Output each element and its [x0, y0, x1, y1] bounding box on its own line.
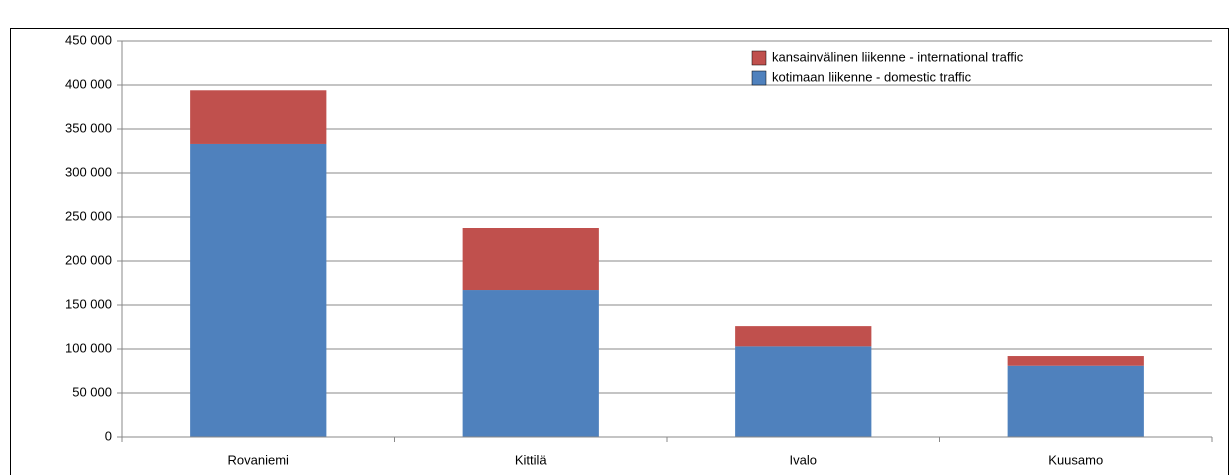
y-tick-label: 0 [105, 428, 112, 443]
legend-swatch [751, 50, 767, 66]
y-tick-label: 200 000 [65, 252, 112, 267]
bar-segment [190, 90, 327, 144]
y-tick-label: 400 000 [65, 76, 112, 91]
y-tick-label: 250 000 [65, 208, 112, 223]
bar-segment [462, 228, 599, 291]
y-tick-label: 300 000 [65, 164, 112, 179]
x-tick-label: Ivalo [790, 452, 817, 467]
y-tick-label: 350 000 [65, 120, 112, 135]
legend-swatch [751, 70, 767, 86]
bar-segment [1007, 365, 1144, 437]
bar-segment [735, 326, 872, 347]
legend-label: kotimaan liikenne - domestic traffic [772, 69, 972, 84]
y-tick-label: 100 000 [65, 340, 112, 355]
y-tick-label: 450 000 [65, 32, 112, 47]
legend-label: kansainvälinen liikenne - international … [772, 49, 1024, 64]
bar-segment [1007, 356, 1144, 366]
y-tick-label: 150 000 [65, 296, 112, 311]
bar-segment [735, 346, 872, 437]
y-tick-label: 50 000 [72, 384, 112, 399]
x-tick-label: Kittilä [515, 452, 548, 467]
bar-segment [462, 290, 599, 437]
bar-segment [190, 143, 327, 437]
x-tick-label: Kuusamo [1048, 452, 1103, 467]
x-tick-label: Rovaniemi [228, 452, 290, 467]
